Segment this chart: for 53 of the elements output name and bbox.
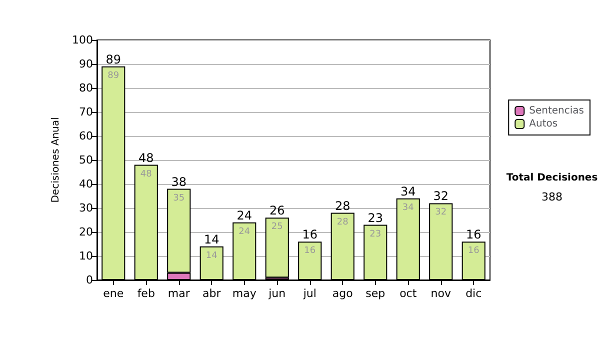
data-label: 89: [108, 70, 120, 81]
y-tick-label: 30: [79, 202, 93, 214]
bar: [265, 218, 289, 278]
x-tick-label: sep: [366, 287, 386, 300]
y-tick-label: 0: [86, 274, 93, 286]
x-tick-label: jul: [302, 287, 316, 300]
data-label: 32: [435, 208, 447, 218]
legend-label: Sentencias: [529, 106, 584, 116]
y-tick-label: 90: [79, 58, 93, 70]
y-tick-label: 70: [79, 106, 93, 118]
y-tick-label: 100: [72, 34, 93, 46]
y-tick-label: 60: [79, 130, 93, 142]
y-tick-label: 80: [79, 82, 93, 94]
x-tick-label: feb: [137, 287, 155, 300]
y-tick-label: 20: [79, 226, 93, 238]
total-label: 23: [368, 210, 384, 225]
data-label: 35: [173, 193, 185, 204]
total-label: 38: [171, 174, 187, 189]
x-tick-label: nov: [430, 287, 452, 300]
x-tick-label: ago: [332, 287, 354, 300]
data-label: 28: [336, 217, 349, 228]
total-label: 14: [204, 232, 220, 246]
total-label: 89: [106, 52, 122, 66]
data-label: 16: [468, 246, 480, 256]
x-tick-label: mar: [168, 287, 190, 300]
y-axis-title: Decisiones Anual: [50, 117, 62, 203]
total-label: 24: [236, 208, 252, 222]
y-tick-label: 40: [79, 178, 93, 190]
data-label: 23: [370, 229, 382, 240]
total-label: 26: [269, 204, 285, 218]
y-tick-label: 10: [79, 250, 93, 262]
total-label: 28: [334, 198, 350, 213]
x-tick-label: abr: [202, 287, 222, 300]
total-label: 16: [302, 228, 318, 242]
text: 388: [542, 190, 562, 204]
legend-label: Autos: [529, 118, 558, 130]
total-label: 34: [400, 184, 416, 198]
x-tick-label: dic: [466, 287, 482, 300]
data-label: 24: [238, 226, 250, 237]
data-label: 25: [271, 222, 283, 232]
x-tick-label: oct: [400, 287, 418, 300]
x-tick-label: ene: [103, 287, 124, 300]
data-label: 14: [206, 250, 218, 261]
total-label: 48: [138, 150, 154, 165]
data-label: 48: [140, 169, 152, 180]
total-label: 32: [433, 189, 449, 204]
x-tick-label: jun: [268, 287, 286, 300]
x-tick-label: may: [232, 287, 257, 300]
y-tick-label: 50: [79, 154, 93, 166]
data-label: 34: [402, 202, 414, 213]
total-label: 16: [466, 228, 482, 242]
text: Total Decisiones: [506, 172, 598, 184]
data-label: 16: [304, 246, 316, 256]
